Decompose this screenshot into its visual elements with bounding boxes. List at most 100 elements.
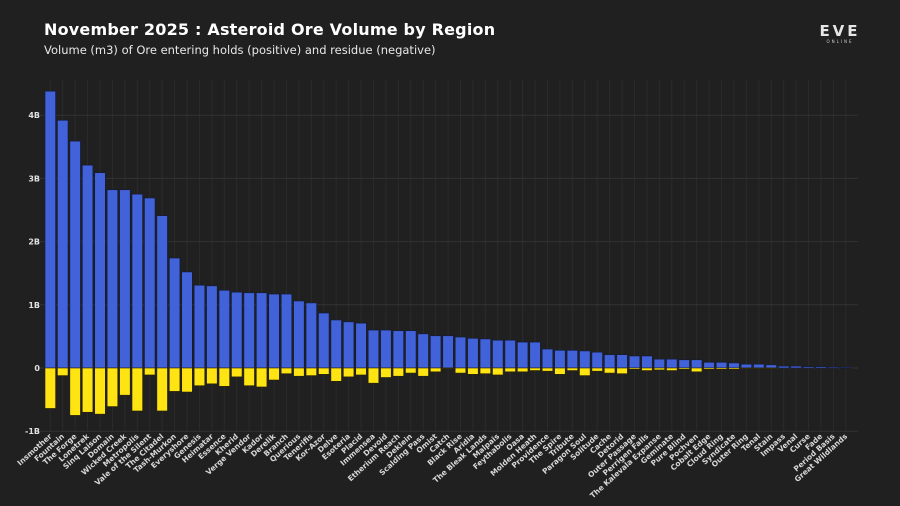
bar-positive xyxy=(715,362,728,369)
bar-positive xyxy=(305,302,317,369)
bar-positive xyxy=(479,338,491,369)
bar-negative xyxy=(193,367,206,386)
bar-positive xyxy=(778,365,790,369)
bar-negative xyxy=(343,367,355,378)
y-tick-label: 1B xyxy=(28,301,40,310)
bar-negative xyxy=(330,367,342,382)
bar-negative xyxy=(492,367,504,376)
bar-positive xyxy=(231,291,243,369)
bar-negative xyxy=(206,367,218,385)
bar-positive xyxy=(728,362,740,369)
bar-positive xyxy=(802,366,815,369)
bar-positive xyxy=(740,363,752,369)
bar-negative xyxy=(753,367,765,369)
bar-positive xyxy=(840,367,852,369)
bar-negative xyxy=(467,367,479,375)
bar-positive xyxy=(753,363,765,369)
bar-negative xyxy=(616,367,628,374)
bar-positive xyxy=(156,215,168,369)
bar-negative xyxy=(653,367,665,371)
bar-positive xyxy=(57,119,69,369)
bar-negative xyxy=(517,367,529,373)
bar-positive xyxy=(454,336,467,369)
bar-positive xyxy=(119,189,131,369)
bar-positive xyxy=(566,350,578,369)
bar-positive xyxy=(405,330,417,369)
bar-positive xyxy=(69,140,81,369)
bar-negative xyxy=(268,367,280,381)
bar-negative xyxy=(430,367,442,373)
bar-positive xyxy=(641,355,653,369)
logo-text: EVE xyxy=(819,22,861,40)
bar-positive xyxy=(256,292,268,369)
bar-negative xyxy=(641,367,653,371)
y-tick-label: 3B xyxy=(28,174,40,183)
bar-positive xyxy=(94,172,106,369)
bar-positive xyxy=(144,197,156,369)
bar-negative xyxy=(243,367,255,386)
bar-negative xyxy=(703,367,715,370)
bar-negative xyxy=(69,367,81,416)
bar-negative xyxy=(144,367,156,376)
bar-negative xyxy=(231,367,243,378)
bar-negative xyxy=(740,367,752,369)
bar-positive xyxy=(417,333,429,369)
bar-positive xyxy=(280,293,293,369)
bar-positive xyxy=(318,312,330,369)
bar-negative xyxy=(355,367,367,376)
bar-positive xyxy=(355,322,367,369)
bar-negative xyxy=(131,367,143,412)
bar-negative xyxy=(181,367,193,393)
bar-positive xyxy=(218,289,230,369)
bar-negative xyxy=(678,367,690,370)
bar-negative xyxy=(728,367,740,370)
bar-negative xyxy=(604,367,616,374)
bar-negative xyxy=(417,367,429,377)
bar-positive xyxy=(243,292,255,369)
bar-positive xyxy=(554,350,566,369)
bar-negative xyxy=(57,367,69,376)
bar-positive xyxy=(193,284,206,369)
bar-negative xyxy=(293,367,305,377)
bar-negative xyxy=(529,367,541,371)
bar-negative xyxy=(504,367,516,373)
bar-negative xyxy=(367,367,380,384)
bar-positive xyxy=(181,271,193,369)
bar-negative xyxy=(405,367,417,374)
bar-negative xyxy=(479,367,491,374)
bar-positive xyxy=(628,355,641,369)
bar-negative xyxy=(380,367,392,378)
bar-negative xyxy=(454,367,467,374)
y-tick-label: -1B xyxy=(25,427,40,436)
bar-negative xyxy=(442,367,454,369)
bar-negative xyxy=(691,367,703,373)
bar-positive xyxy=(529,341,541,369)
y-tick-label: 2B xyxy=(28,238,40,247)
bar-negative xyxy=(94,367,106,415)
bar-negative xyxy=(156,367,168,412)
bar-positive xyxy=(504,339,516,369)
bar-negative xyxy=(81,367,94,413)
bar-negative xyxy=(218,367,230,387)
bar-positive xyxy=(790,365,802,369)
bar-negative xyxy=(541,367,554,372)
bar-negative xyxy=(765,367,777,369)
bar-positive xyxy=(392,330,404,369)
bar-negative xyxy=(591,367,603,372)
bar-negative xyxy=(666,367,678,371)
bar-positive xyxy=(169,257,181,369)
bar-negative xyxy=(554,367,566,375)
bar-positive xyxy=(815,366,827,369)
bar-negative xyxy=(169,367,181,392)
bar-positive xyxy=(343,321,355,369)
bar-negative xyxy=(106,367,119,407)
bar-positive xyxy=(131,193,143,369)
bar-positive xyxy=(604,354,616,369)
bar-negative xyxy=(119,367,131,396)
bar-positive xyxy=(380,329,392,369)
chart-subtitle: Volume (m3) of Ore entering holds (posit… xyxy=(44,43,436,57)
bar-positive xyxy=(691,359,703,369)
logo-subtext: ONLINE xyxy=(826,39,854,44)
bar-positive xyxy=(430,335,442,369)
